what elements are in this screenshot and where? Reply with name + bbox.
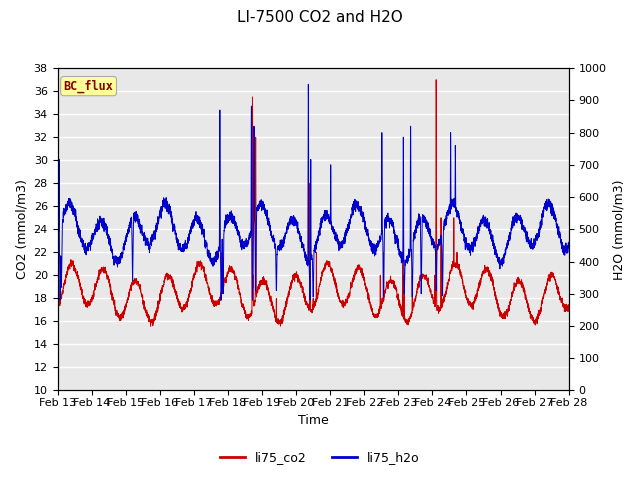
Legend: li75_co2, li75_h2o: li75_co2, li75_h2o: [215, 446, 425, 469]
Y-axis label: CO2 (mmol/m3): CO2 (mmol/m3): [15, 180, 28, 279]
Text: LI-7500 CO2 and H2O: LI-7500 CO2 and H2O: [237, 10, 403, 24]
Y-axis label: H2O (mmol/m3): H2O (mmol/m3): [612, 179, 625, 279]
X-axis label: Time: Time: [298, 414, 328, 427]
Text: BC_flux: BC_flux: [63, 80, 113, 93]
